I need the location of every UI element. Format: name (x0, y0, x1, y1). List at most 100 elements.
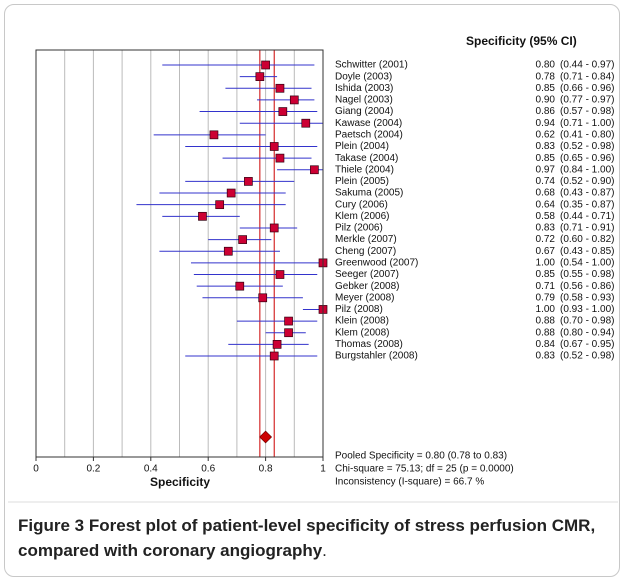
study-label: Meyer (2008) (335, 292, 394, 303)
ci-label: (0.35 - 0.87) (560, 199, 614, 210)
x-tick-label: 0.4 (144, 464, 158, 475)
value-label: 0.85 (536, 153, 556, 164)
x-tick-label: 0.8 (259, 464, 273, 475)
ci-label: (0.57 - 0.98) (560, 106, 614, 117)
figure-label: Figure 3 (18, 516, 85, 535)
annotation: Chi-square = 75.13; df = 25 (p = 0.0000) (335, 464, 514, 475)
value-label: 0.71 (536, 281, 556, 292)
study-label: Kawase (2004) (335, 118, 402, 129)
study-label: Nagel (2003) (335, 95, 393, 106)
study-label: Cheng (2007) (335, 246, 396, 257)
caption: Figure 3 Forest plot of patient-level sp… (18, 513, 618, 563)
ci-label: (0.56 - 0.86) (560, 281, 614, 292)
estimate-marker (226, 188, 236, 198)
study-label: Ishida (2003) (335, 83, 393, 94)
value-label: 0.90 (536, 95, 556, 106)
value-label: 0.88 (536, 327, 556, 338)
study-label: Paetsch (2004) (335, 129, 403, 140)
value-label: 0.67 (536, 246, 556, 257)
estimate-marker (258, 293, 268, 303)
value-label: 0.74 (536, 176, 556, 187)
value-label: 0.68 (536, 188, 556, 199)
study-label: Gebker (2008) (335, 281, 399, 292)
study-label: Plein (2005) (335, 176, 389, 187)
ci-label: (0.70 - 0.98) (560, 316, 614, 327)
value-label: 0.94 (536, 118, 556, 129)
annotation: Inconsistency (I-square) = 66.7 % (335, 477, 484, 488)
ci-label: (0.66 - 0.96) (560, 83, 614, 94)
value-label: 0.85 (536, 269, 556, 280)
x-tick-label: 1 (320, 464, 326, 475)
plot-frame (35, 49, 324, 458)
ci-label: (0.65 - 0.96) (560, 153, 614, 164)
study-label: Burgstahler (2008) (335, 351, 418, 362)
ci-label: (0.84 - 1.00) (560, 164, 614, 175)
ci-label: (0.77 - 0.97) (560, 95, 614, 106)
estimate-marker (275, 270, 285, 279)
x-axis-label: Specificity (150, 475, 210, 489)
x-tick-label: 0 (33, 464, 39, 475)
estimate-marker (223, 246, 233, 256)
ci-label: (0.71 - 0.91) (560, 223, 614, 234)
ci-label: (0.52 - 0.98) (560, 351, 614, 362)
estimate-marker (255, 72, 265, 81)
study-label: Takase (2004) (335, 153, 398, 164)
ci-label: (0.80 - 0.94) (560, 327, 614, 338)
value-label: 0.86 (536, 106, 556, 117)
ci-label: (0.43 - 0.85) (560, 246, 614, 257)
study-label: Seeger (2007) (335, 269, 399, 280)
ci-label: (0.52 - 0.98) (560, 141, 614, 152)
value-label: 0.78 (536, 71, 556, 82)
estimate-marker (275, 153, 285, 163)
value-label: 0.79 (536, 292, 556, 303)
estimate-marker (269, 223, 279, 233)
value-label: 0.84 (536, 339, 556, 350)
estimate-marker (235, 281, 245, 291)
ci-label: (0.55 - 0.98) (560, 269, 614, 280)
study-label: Pilz (2006) (335, 223, 383, 234)
ci-label: (0.60 - 0.82) (560, 234, 614, 245)
ci-label: (0.71 - 1.00) (560, 118, 614, 129)
ci-label: (0.93 - 1.00) (560, 304, 614, 315)
value-label: 0.88 (536, 316, 556, 327)
estimate-marker (301, 118, 311, 128)
ci-label: (0.43 - 0.87) (560, 188, 614, 199)
chart: Specificity (95% CI) Specificity 0 0.2 0.4… (8, 34, 618, 503)
value-label: 0.83 (536, 351, 556, 362)
ci-label: (0.58 - 0.93) (560, 292, 614, 303)
value-label: 1.00 (536, 304, 556, 315)
study-label: Cury (2006) (335, 199, 388, 210)
study-label: Thiele (2004) (335, 164, 394, 175)
ci-label: (0.67 - 0.95) (560, 339, 614, 350)
x-tick-label: 0.6 (201, 464, 215, 475)
value-label: 1.00 (536, 258, 556, 269)
study-label: Klem (2008) (335, 327, 389, 338)
estimate-marker (289, 95, 299, 105)
estimate-marker (272, 340, 282, 349)
estimate-marker (238, 235, 247, 244)
value-label: 0.83 (536, 223, 556, 234)
pooled-diamond (259, 430, 273, 444)
value-label: 0.80 (536, 60, 556, 71)
ci-label: (0.44 - 0.97) (560, 60, 614, 71)
value-label: 0.85 (536, 83, 556, 94)
column-header: Specificity (95% CI) (466, 34, 577, 48)
estimate-marker (209, 130, 219, 140)
value-label: 0.83 (536, 141, 556, 152)
study-label: Sakuma (2005) (335, 188, 403, 199)
estimate-marker (284, 316, 293, 326)
study-label: Doyle (2003) (335, 71, 392, 82)
study-label: Greenwood (2007) (335, 258, 418, 269)
estimate-marker (269, 351, 279, 361)
study-label: Giang (2004) (335, 106, 393, 117)
estimate-marker (198, 211, 207, 221)
figure-frame (4, 4, 620, 577)
estimate-marker (269, 142, 279, 151)
ci-label: (0.71 - 0.84) (560, 71, 614, 82)
estimate-marker (275, 83, 285, 93)
study-label: Merkle (2007) (335, 234, 397, 245)
estimate-marker (261, 60, 270, 70)
estimate-marker (215, 200, 225, 210)
ci-label: (0.44 - 0.71) (560, 211, 614, 222)
value-label: 0.72 (536, 234, 556, 245)
